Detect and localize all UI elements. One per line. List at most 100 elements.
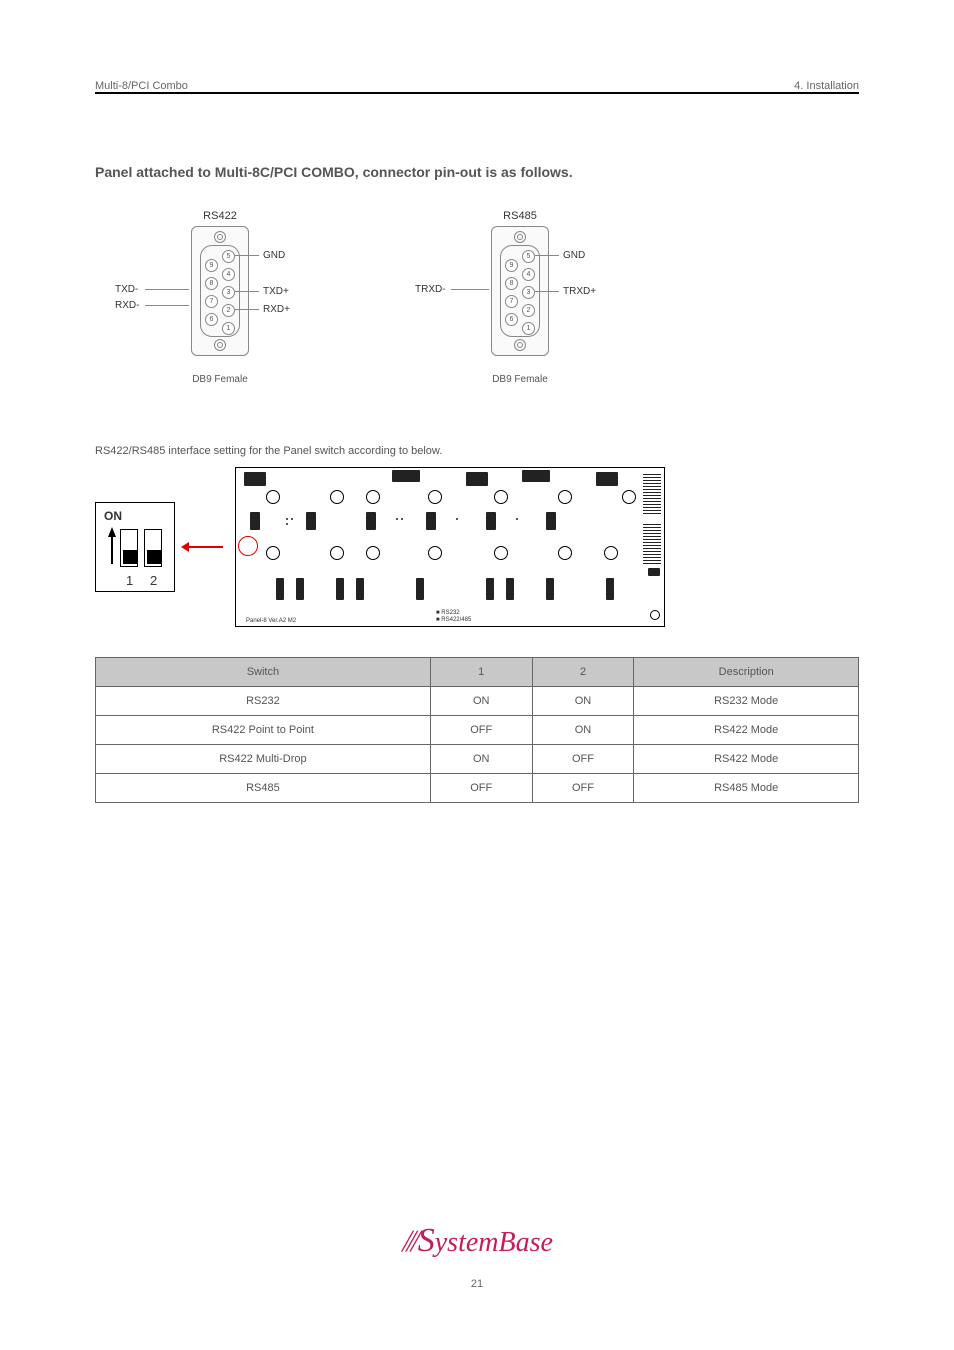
cell: RS422 Mode [634, 745, 859, 774]
connectors-row: RS422 TXD- RXD- 5 4 3 2 1 9 [115, 210, 859, 385]
rs422-block: RS422 TXD- RXD- 5 4 3 2 1 9 [115, 210, 325, 385]
line-trxdp [535, 291, 559, 292]
header-right: 4. Installation [794, 80, 859, 92]
header-rule [95, 92, 859, 94]
screw-bot [214, 339, 226, 351]
dip-n1: 1 [126, 573, 133, 588]
pcb-chip [606, 578, 614, 600]
pin7: 7 [205, 295, 218, 308]
pcb-hole [622, 490, 636, 504]
pin-shell: 5 4 3 2 1 9 8 7 6 [200, 245, 240, 337]
pin4: 4 [222, 268, 235, 281]
p9b: 9 [505, 259, 518, 272]
line-trxdm [451, 289, 489, 290]
pin6: 6 [205, 313, 218, 326]
cell: RS232 Mode [634, 687, 859, 716]
pcb-hole [428, 546, 442, 560]
cell: ON [430, 745, 532, 774]
dip-n2: 2 [150, 573, 157, 588]
pcb-hole [266, 546, 280, 560]
pcb-via [286, 518, 288, 520]
pcb-chip [356, 578, 364, 600]
pcb-chip [244, 472, 266, 486]
screw-top2 [514, 231, 526, 243]
line-rxdp [235, 309, 259, 310]
pcb-hole [494, 490, 508, 504]
pcb-chip [546, 578, 554, 600]
logo: ⫻SystemBase [401, 1222, 553, 1260]
pcb-hole [558, 546, 572, 560]
txdm-label: TXD- [115, 284, 138, 295]
pcb-via [516, 518, 518, 520]
pcb-chip [546, 512, 556, 530]
pcb-chip [306, 512, 316, 530]
cell: RS422 Multi-Drop [96, 745, 431, 774]
pcb-chip [486, 512, 496, 530]
pin9: 9 [205, 259, 218, 272]
trxdm-label: TRXD- [415, 284, 446, 295]
cell: ON [430, 687, 532, 716]
pcb-chip [648, 568, 660, 576]
p6b: 6 [505, 313, 518, 326]
pcb-via [396, 518, 398, 520]
pin-shell2: 5 4 3 2 1 9 8 7 6 [500, 245, 540, 337]
th-1: 1 [430, 658, 532, 687]
pcb-diagram: Panel-8 Ver.A2 M2 ■ RS232 ■ RS422/485 [235, 467, 665, 627]
rxdp-label: RXD+ [263, 304, 290, 315]
pcb-chip [366, 512, 376, 530]
pcb-hole [428, 490, 442, 504]
p2b: 2 [522, 304, 535, 317]
th-2: 2 [532, 658, 634, 687]
line-gnd [235, 255, 259, 256]
cell: RS485 Mode [634, 774, 859, 803]
panel-caption: RS422/RS485 interface setting for the Pa… [95, 445, 859, 457]
pcb-via [401, 518, 403, 520]
rs485-caption: DB9 Female [492, 374, 548, 385]
pin8: 8 [205, 277, 218, 290]
cell: OFF [532, 774, 634, 803]
logo-glyph-icon: ⫻ [401, 1227, 418, 1258]
pcb-legend1: ■ RS232 [436, 610, 460, 616]
pcb-chip [506, 578, 514, 600]
pin2: 2 [222, 304, 235, 317]
pcb-hole [604, 546, 618, 560]
pin5: 5 [222, 250, 235, 263]
cell: RS422 Mode [634, 716, 859, 745]
pcb-legend2: ■ RS422/485 [436, 617, 471, 623]
pcb-chip [522, 470, 550, 482]
trxdp-label: TRXD+ [563, 286, 596, 297]
cell: RS485 [96, 774, 431, 803]
mode-table: Switch 1 2 Description RS232 ON ON RS232… [95, 657, 859, 803]
gnd-label: GND [263, 250, 285, 261]
table-row: RS485 OFF OFF RS485 Mode [96, 774, 859, 803]
rs485-title: RS485 [503, 210, 537, 222]
cell: OFF [532, 745, 634, 774]
p1b: 1 [522, 322, 535, 335]
page-number: 21 [471, 1278, 483, 1290]
cell: RS422 Point to Point [96, 716, 431, 745]
pcb-chip [596, 472, 618, 486]
logo-s: S [418, 1222, 435, 1259]
pcb-hole [366, 490, 380, 504]
table-header-row: Switch 1 2 Description [96, 658, 859, 687]
line-txdm [145, 289, 189, 290]
panel-section: RS422/RS485 interface setting for the Pa… [95, 445, 859, 803]
pcb-via [291, 518, 293, 520]
pcb-chip [250, 512, 260, 530]
th-desc: Description [634, 658, 859, 687]
cell: OFF [430, 716, 532, 745]
p8b: 8 [505, 277, 518, 290]
cell: ON [532, 687, 634, 716]
line-rxdm [145, 305, 189, 306]
table-row: RS422 Multi-Drop ON OFF RS422 Mode [96, 745, 859, 774]
dip-switch-diagram: ON 1 2 [95, 502, 175, 592]
pin1: 1 [222, 322, 235, 335]
pcb-label: Panel-8 Ver.A2 M2 [246, 618, 296, 624]
p5b: 5 [522, 250, 535, 263]
line-txdp [235, 291, 259, 292]
pcb-chip [392, 470, 420, 482]
dip-sw1 [120, 529, 138, 567]
rxdm-label: RXD- [115, 300, 139, 311]
header-left: Multi-8/PCI Combo [95, 80, 188, 92]
pcb-connector [643, 474, 661, 514]
